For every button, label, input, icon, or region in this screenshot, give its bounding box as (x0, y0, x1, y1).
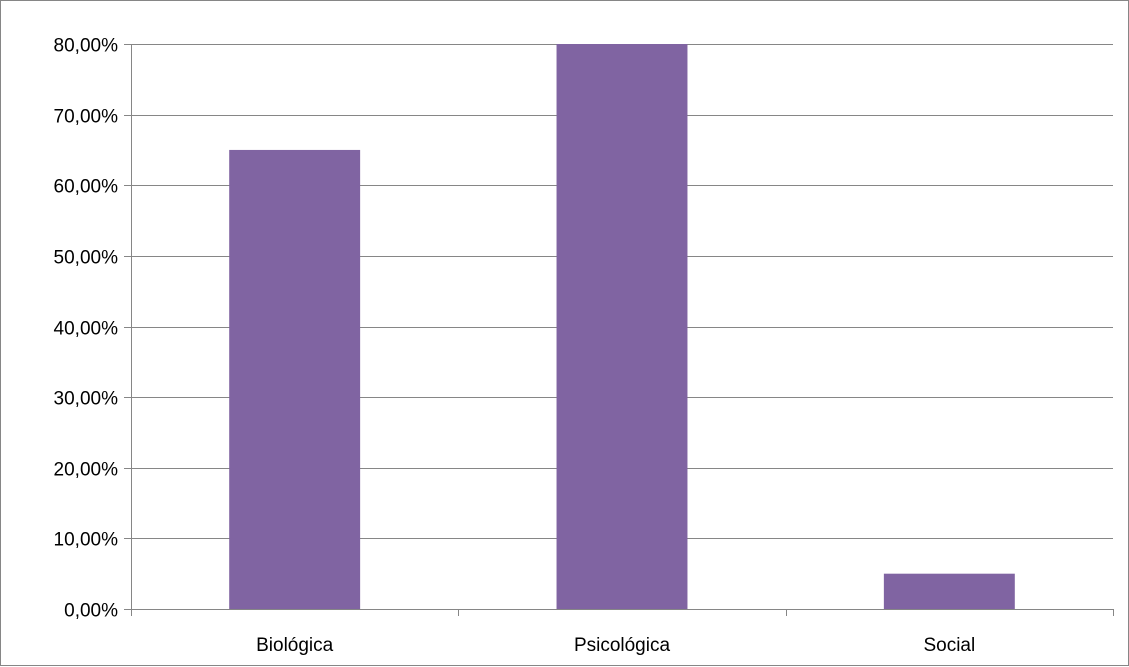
x-tick-label: Psicológica (574, 635, 671, 656)
bar-social (883, 573, 1015, 609)
bar-psicologica (556, 44, 688, 609)
bar-biologica (229, 149, 361, 609)
y-tick-label: 30,00% (54, 389, 119, 410)
bars (229, 44, 1015, 609)
x-tick-label: Biológica (256, 635, 334, 656)
y-tick-label: 80,00% (54, 36, 119, 57)
y-tick-label: 10,00% (54, 530, 119, 551)
x-axis-tick-labels: Biológica Psicológica Social (256, 635, 975, 656)
y-tick-label: 40,00% (54, 319, 119, 340)
y-tick-label: 60,00% (54, 177, 119, 198)
y-tick-label: 70,00% (54, 107, 119, 128)
y-tick-label: 50,00% (54, 248, 119, 269)
x-tick-label: Social (923, 635, 975, 656)
y-tick-label: 0,00% (64, 601, 118, 622)
axes (124, 44, 1114, 616)
y-tick-label: 20,00% (54, 460, 119, 481)
y-axis-tick-labels: 0,00% 10,00% 20,00% 30,00% 40,00% 50,00% 60,00… (54, 36, 119, 622)
